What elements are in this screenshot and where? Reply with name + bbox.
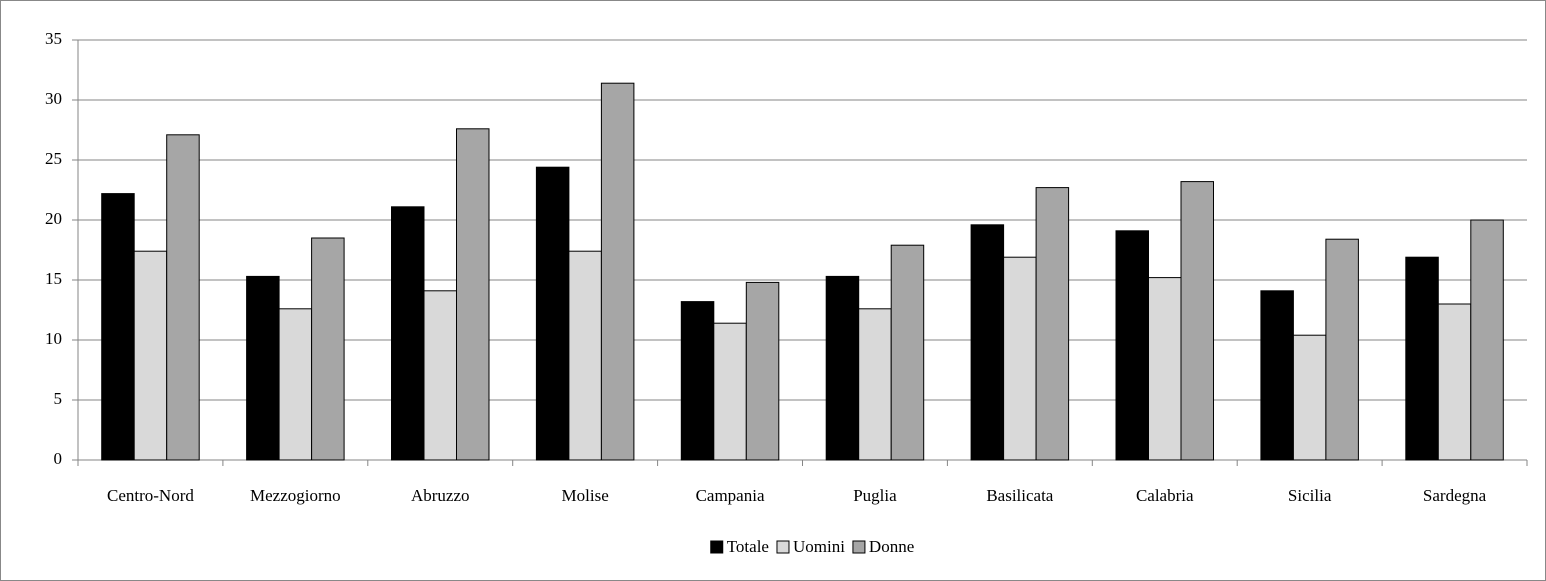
x-tick-label: Calabria xyxy=(1136,486,1194,505)
bar xyxy=(311,237,345,461)
x-tick-label: Molise xyxy=(562,486,609,505)
bar xyxy=(713,322,747,461)
y-tick-label: 15 xyxy=(45,269,62,288)
bar xyxy=(1148,277,1182,461)
x-tick-label: Mezzogiorno xyxy=(250,486,341,505)
legend-label: Totale xyxy=(727,537,769,556)
y-tick-label: 25 xyxy=(45,149,62,168)
x-tick-label: Puglia xyxy=(853,486,897,505)
x-tick-label: Sicilia xyxy=(1288,486,1332,505)
bar xyxy=(600,82,635,461)
bar xyxy=(825,275,860,461)
bar xyxy=(858,308,892,461)
bar xyxy=(133,250,168,461)
legend-label: Donne xyxy=(869,537,914,556)
bar xyxy=(535,166,570,461)
x-tick-label: Basilicata xyxy=(986,486,1053,505)
bar xyxy=(1470,219,1504,461)
x-tick-label: Campania xyxy=(696,486,765,505)
bar xyxy=(423,290,457,461)
bar xyxy=(568,250,602,461)
bar xyxy=(890,244,925,461)
bar xyxy=(1292,334,1327,461)
x-tick-label: Abruzzo xyxy=(411,486,470,505)
bar xyxy=(1003,256,1037,461)
bar xyxy=(1180,181,1214,461)
y-tick-label: 30 xyxy=(45,89,62,108)
legend-label: Uomini xyxy=(793,537,845,556)
x-tick-label: Centro-Nord xyxy=(107,486,194,505)
bar xyxy=(680,301,715,461)
bar xyxy=(278,308,313,461)
legend-swatch xyxy=(852,540,866,554)
y-tick-label: 0 xyxy=(54,449,63,468)
y-tick-label: 35 xyxy=(45,29,62,48)
bar xyxy=(1437,303,1472,461)
y-tick-label: 20 xyxy=(45,209,62,228)
legend-swatch xyxy=(776,540,790,554)
y-tick-label: 5 xyxy=(54,389,63,408)
bar xyxy=(1405,256,1439,461)
bar xyxy=(970,224,1005,461)
bar xyxy=(166,134,200,461)
bar xyxy=(246,275,280,461)
y-tick-label: 10 xyxy=(45,329,62,348)
bar xyxy=(456,128,490,461)
bar xyxy=(391,206,425,461)
bar xyxy=(745,281,780,461)
bar xyxy=(101,193,135,461)
bar xyxy=(1035,187,1070,461)
bar xyxy=(1115,230,1149,461)
legend-swatch xyxy=(710,540,724,554)
x-tick-label: Sardegna xyxy=(1423,486,1487,505)
bar xyxy=(1260,290,1294,461)
bar xyxy=(1325,238,1359,461)
